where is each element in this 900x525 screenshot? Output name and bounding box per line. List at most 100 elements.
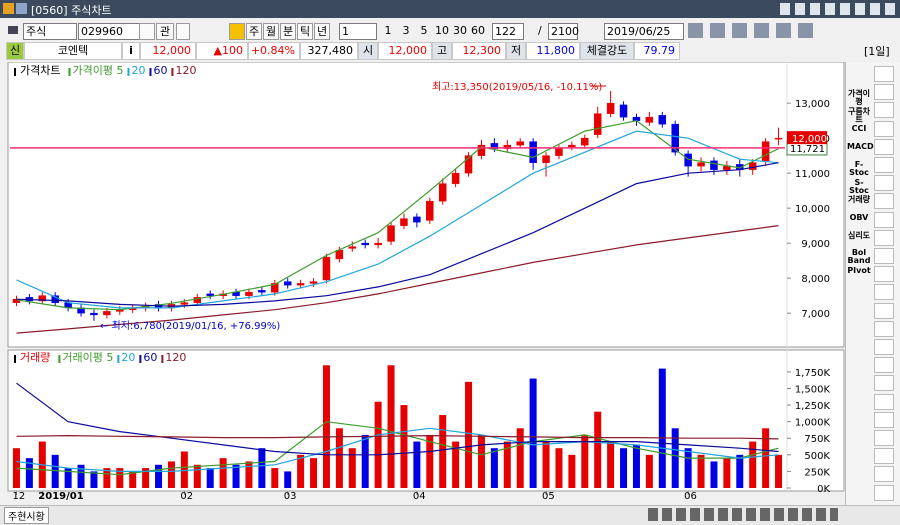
volume-bar bbox=[142, 468, 150, 488]
sidebar-icon[interactable] bbox=[874, 284, 894, 301]
sidebar-button[interactable]: F-Stoc bbox=[849, 159, 869, 177]
sidebar-button[interactable]: 거래량 bbox=[847, 195, 871, 205]
volume-bar bbox=[90, 471, 98, 488]
sidebar-icon[interactable] bbox=[874, 339, 894, 355]
x-tick-label: 05 bbox=[542, 491, 555, 502]
tool-icons[interactable] bbox=[688, 23, 818, 38]
sidebar-button[interactable]: OBV bbox=[849, 212, 869, 222]
volume-bar bbox=[697, 454, 705, 488]
volume-bar bbox=[762, 428, 770, 488]
interval-button[interactable]: 60 bbox=[471, 24, 485, 37]
sidebar-icon[interactable] bbox=[874, 229, 894, 246]
candle-body bbox=[258, 290, 266, 293]
candle-body bbox=[103, 311, 111, 316]
window-controls[interactable] bbox=[780, 3, 895, 15]
candle-body bbox=[296, 283, 305, 286]
view-count[interactable]: 122 bbox=[492, 23, 524, 40]
total-count[interactable]: 2100 bbox=[548, 23, 579, 40]
sidebar-icon[interactable] bbox=[874, 157, 894, 173]
sidebar-button[interactable]: 구름차트 bbox=[847, 106, 871, 124]
interval-button[interactable]: 30 bbox=[453, 24, 467, 37]
search-button[interactable] bbox=[139, 23, 155, 40]
legend-marker bbox=[14, 68, 16, 76]
sidebar-icon[interactable] bbox=[874, 138, 894, 155]
sidebar-button[interactable]: 가격이평 bbox=[847, 89, 871, 106]
sidebar-icon[interactable] bbox=[874, 193, 894, 210]
volume-bar bbox=[775, 454, 783, 488]
sidebar-icon[interactable] bbox=[874, 466, 894, 483]
interval-button[interactable]: 1 bbox=[384, 24, 392, 37]
sidebar-icon[interactable] bbox=[874, 357, 894, 374]
sidebar-icon[interactable] bbox=[874, 66, 894, 82]
sidebar-button[interactable]: S-Stoc bbox=[849, 177, 869, 195]
spin-button[interactable] bbox=[176, 23, 190, 40]
volume-bar bbox=[219, 458, 227, 488]
volume-bar bbox=[477, 434, 485, 488]
period-button[interactable]: 주 bbox=[246, 23, 262, 40]
sidebar-icon[interactable] bbox=[874, 266, 894, 283]
volume-bar bbox=[129, 471, 137, 488]
period-button[interactable]: 분 bbox=[280, 23, 296, 40]
candle-body bbox=[619, 104, 628, 118]
info-button[interactable]: i bbox=[122, 42, 140, 60]
y-tick-label: 1,250K bbox=[795, 401, 831, 412]
interval-button[interactable]: 10 bbox=[435, 24, 449, 37]
link-icon[interactable] bbox=[8, 26, 18, 34]
sidebar-icon[interactable] bbox=[874, 175, 894, 192]
sidebar-button[interactable]: 심리도 bbox=[847, 230, 871, 240]
candle-body bbox=[322, 256, 331, 281]
candle-body bbox=[671, 123, 679, 153]
volume-bar bbox=[426, 434, 434, 488]
sidebar-icon[interactable] bbox=[874, 448, 894, 465]
period-button[interactable]: 월 bbox=[263, 23, 279, 40]
volume-bar bbox=[413, 441, 421, 488]
sidebar-icon[interactable] bbox=[874, 375, 894, 392]
sidebar-icon[interactable] bbox=[874, 120, 894, 137]
sidebar-button[interactable]: CCI bbox=[851, 124, 867, 134]
low: 11,800 bbox=[526, 42, 580, 60]
sidebar-icon[interactable] bbox=[874, 302, 894, 319]
help-icon[interactable] bbox=[16, 3, 27, 14]
stock-name: 코엔텍 bbox=[24, 42, 122, 60]
sidebar-icon[interactable] bbox=[874, 393, 894, 410]
sidebar-icon[interactable] bbox=[874, 430, 894, 446]
volume-bar bbox=[516, 428, 524, 488]
volume-bar bbox=[361, 434, 369, 488]
bottom-tab[interactable]: 주현시황 bbox=[4, 507, 49, 524]
candle-body bbox=[697, 162, 705, 167]
legend-entry: 가격이평 5 bbox=[72, 64, 123, 77]
moving-average bbox=[16, 225, 779, 334]
sidebar-icon[interactable] bbox=[874, 411, 894, 428]
period-button[interactable]: 년 bbox=[314, 23, 330, 40]
sidebar-icon[interactable] bbox=[874, 484, 894, 501]
sidebar-button[interactable]: Bol Band bbox=[847, 248, 871, 266]
date-input[interactable]: 2019/06/25 bbox=[604, 23, 684, 40]
legend-entry: 120 bbox=[175, 64, 196, 77]
change-rate: +0.84% bbox=[248, 42, 300, 60]
volume: 327,480 bbox=[300, 42, 358, 60]
volume-bar bbox=[710, 461, 718, 488]
legend-marker bbox=[161, 355, 164, 363]
market-select[interactable]: 주식 bbox=[23, 23, 77, 40]
legend-marker bbox=[149, 68, 152, 76]
day-button[interactable] bbox=[229, 23, 245, 40]
interval-button[interactable]: 5 bbox=[420, 24, 428, 37]
sidebar-icon[interactable] bbox=[874, 84, 894, 101]
period-count[interactable]: 1 bbox=[339, 23, 377, 40]
sidebar-button[interactable]: MACD bbox=[847, 142, 874, 152]
code-input[interactable]: 029960 bbox=[78, 23, 142, 40]
sidebar-button[interactable]: PIvot bbox=[847, 266, 871, 275]
link-button[interactable]: 관 bbox=[156, 23, 174, 40]
candle-body bbox=[193, 297, 202, 303]
annotation-high: 최고:13,350(2019/05/16, -10.11%) bbox=[432, 81, 602, 93]
interval-button[interactable]: 3 bbox=[402, 24, 410, 37]
sidebar-icon[interactable] bbox=[874, 211, 894, 228]
period-button[interactable]: 틱 bbox=[297, 23, 313, 40]
sidebar-icon[interactable] bbox=[874, 320, 894, 337]
scroll-controls[interactable] bbox=[648, 508, 838, 521]
y-tick-label: 11,000 bbox=[795, 169, 830, 180]
y-tick-label: 1,000K bbox=[795, 418, 831, 429]
sidebar-icon[interactable] bbox=[874, 102, 894, 119]
sidebar-icon[interactable] bbox=[874, 248, 894, 264]
legend-marker bbox=[171, 68, 174, 76]
